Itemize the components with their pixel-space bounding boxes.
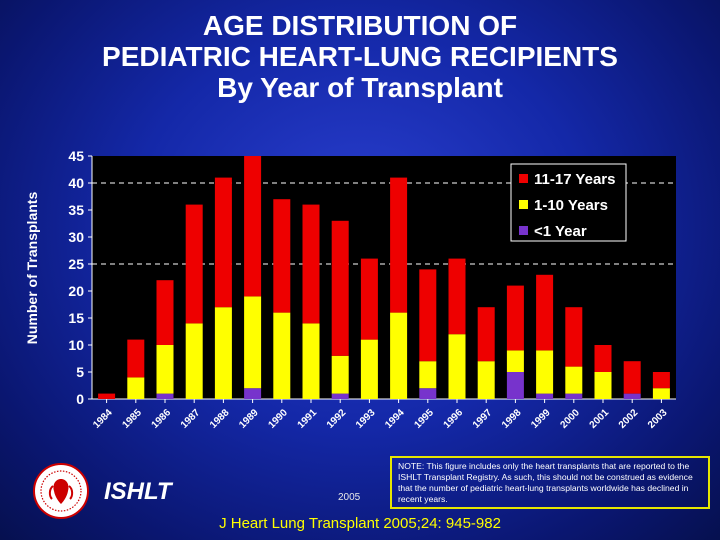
legend-swatch-2: [519, 226, 528, 235]
bar-1984-11-17-years: [98, 393, 116, 399]
bar-1998-1-10-years: [506, 350, 524, 372]
x-tick-label-1985: 1985: [120, 407, 144, 431]
bar-1991-11-17-years: [302, 204, 320, 324]
bar-1987-11-17-years: [185, 204, 203, 324]
legend-swatch-1: [519, 200, 528, 209]
bar-1999-1-10-years: [536, 350, 554, 394]
legend-label-1: 1-10 Years: [534, 197, 608, 214]
y-tick-label: 15: [68, 310, 84, 326]
x-tick-label-1991: 1991: [296, 407, 320, 431]
bar-2000--1-year: [565, 393, 583, 399]
x-tick-label-1984: 1984: [91, 407, 115, 431]
bar-2001-11-17-years: [594, 345, 612, 372]
bar-2002-11-17-years: [623, 361, 641, 394]
title-line-3: By Year of Transplant: [217, 72, 503, 103]
x-tick-label-1998: 1998: [500, 407, 524, 431]
y-tick-label: 45: [68, 148, 84, 164]
footer-year: 2005: [338, 492, 361, 503]
bar-1986--1-year: [156, 393, 174, 399]
x-tick-label-1994: 1994: [383, 407, 407, 431]
x-tick-label-1986: 1986: [150, 407, 174, 431]
bar-1992-1-10-years: [331, 355, 349, 394]
title-line-1: AGE DISTRIBUTION OF: [202, 10, 518, 41]
x-tick-label-1990: 1990: [266, 407, 290, 431]
journal-citation: J Heart Lung Transplant 2005;24: 945-982: [219, 515, 501, 532]
bar-1997-11-17-years: [477, 307, 495, 362]
x-tick-label-1989: 1989: [237, 407, 261, 431]
bar-2000-1-10-years: [565, 366, 583, 394]
bar-1988-11-17-years: [214, 177, 232, 308]
x-tick-label-1996: 1996: [442, 407, 466, 431]
bar-1996-1-10-years: [448, 334, 466, 399]
bar-1989-11-17-years: [244, 156, 262, 297]
x-tick-label-1988: 1988: [208, 407, 232, 431]
bar-1998-11-17-years: [506, 285, 524, 351]
y-tick-label: 10: [68, 337, 84, 353]
bar-1997-1-10-years: [477, 361, 495, 399]
bar-1992--1-year: [331, 393, 349, 399]
bar-1993-11-17-years: [360, 258, 378, 340]
x-tick-label-2003: 2003: [646, 407, 670, 431]
bar-1998--1-year: [506, 372, 524, 399]
bar-2002--1-year: [623, 393, 641, 399]
legend-box: [510, 163, 627, 242]
title-line-2: PEDIATRIC HEART-LUNG RECIPIENTS: [102, 41, 618, 72]
x-tick-label-1993: 1993: [354, 407, 378, 431]
x-tick-label-1999: 1999: [529, 407, 553, 431]
legend-label-2: <1 Year: [534, 223, 587, 240]
bar-2003-1-10-years: [652, 388, 670, 399]
bar-2001-1-10-years: [594, 372, 612, 399]
x-tick-label-2002: 2002: [617, 407, 641, 431]
x-tick-label-2000: 2000: [558, 407, 582, 431]
bar-1986-1-10-years: [156, 345, 174, 394]
y-tick-label: 5: [76, 364, 84, 380]
bar-1995--1-year: [419, 388, 437, 399]
bar-1999--1-year: [536, 393, 554, 399]
bar-1985-11-17-years: [127, 339, 145, 378]
bar-2000-11-17-years: [565, 307, 583, 367]
registry-note: NOTE: This figure includes only the hear…: [390, 456, 710, 509]
x-tick-label-1997: 1997: [471, 407, 495, 431]
bar-1991-1-10-years: [302, 323, 320, 399]
bar-1994-11-17-years: [390, 177, 408, 313]
chart-title: AGE DISTRIBUTION OF PEDIATRIC HEART-LUNG…: [0, 10, 720, 103]
bar-1985-1-10-years: [127, 377, 145, 399]
bar-1994-1-10-years: [390, 312, 408, 399]
y-tick-label: 30: [68, 229, 84, 245]
y-tick-label: 25: [68, 256, 84, 272]
x-tick-label-1987: 1987: [179, 407, 203, 431]
bar-1996-11-17-years: [448, 258, 466, 335]
ishlt-seal-logo: [33, 463, 89, 519]
legend-swatch-0: [519, 174, 528, 183]
bar-1993-1-10-years: [360, 339, 378, 399]
legend-label-0: 11-17 Years: [534, 171, 615, 188]
ishlt-label: ISHLT: [104, 478, 172, 505]
bar-1987-1-10-years: [185, 323, 203, 399]
bar-1988-1-10-years: [214, 307, 232, 399]
bar-1999-11-17-years: [536, 274, 554, 351]
x-tick-label-1995: 1995: [412, 407, 436, 431]
bar-1989-1-10-years: [244, 296, 262, 389]
y-tick-label: 20: [68, 283, 84, 299]
x-tick-label-1992: 1992: [325, 407, 349, 431]
bar-1995-11-17-years: [419, 269, 437, 362]
bar-1992-11-17-years: [331, 220, 349, 356]
bar-1989--1-year: [244, 388, 262, 399]
x-tick-label-2001: 2001: [588, 407, 612, 431]
bar-1986-11-17-years: [156, 280, 174, 345]
bar-1995-1-10-years: [419, 361, 437, 389]
bar-2003-11-17-years: [652, 372, 670, 389]
bar-1990-11-17-years: [273, 199, 291, 313]
y-tick-label: 35: [68, 202, 84, 218]
bar-1990-1-10-years: [273, 312, 291, 399]
y-tick-label: 0: [76, 391, 84, 407]
y-tick-label: 40: [68, 175, 84, 191]
